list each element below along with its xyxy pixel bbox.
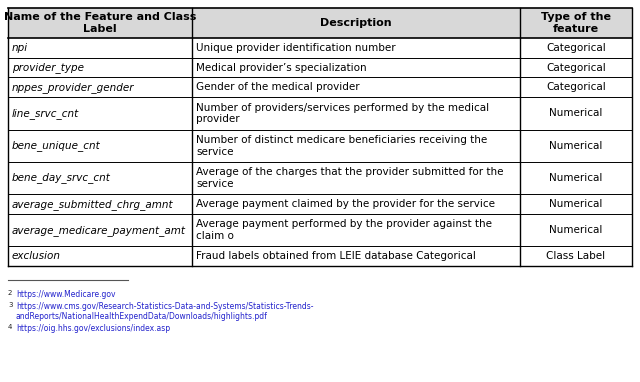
- Text: Gender of the medical provider: Gender of the medical provider: [196, 83, 360, 92]
- Text: Categorical: Categorical: [546, 83, 605, 92]
- Text: https://www.Medicare.gov: https://www.Medicare.gov: [16, 290, 115, 299]
- Text: Number of distinct medicare beneficiaries receiving the
service: Number of distinct medicare beneficiarie…: [196, 135, 487, 157]
- Text: 3: 3: [8, 302, 13, 308]
- Text: Categorical: Categorical: [546, 63, 605, 73]
- Text: average_medicare_payment_amt: average_medicare_payment_amt: [12, 225, 186, 236]
- Text: bene_unique_cnt: bene_unique_cnt: [12, 140, 100, 151]
- Text: Average payment claimed by the provider for the service: Average payment claimed by the provider …: [196, 199, 495, 209]
- Text: Description: Description: [320, 18, 392, 28]
- Text: Numerical: Numerical: [549, 225, 602, 235]
- Text: Medical provider’s specialization: Medical provider’s specialization: [196, 63, 367, 73]
- Text: Average payment performed by the provider against the
claim o: Average payment performed by the provide…: [196, 219, 492, 241]
- Text: Numerical: Numerical: [549, 199, 602, 209]
- Text: provider_type: provider_type: [12, 62, 84, 73]
- Text: 4: 4: [8, 324, 12, 330]
- Text: Numerical: Numerical: [549, 108, 602, 118]
- Text: Numerical: Numerical: [549, 141, 602, 151]
- Text: https://www.cms.gov/Research-Statistics-Data-and-Systems/Statistics-Trends-
andR: https://www.cms.gov/Research-Statistics-…: [16, 302, 314, 321]
- Text: Class Label: Class Label: [547, 251, 605, 261]
- Text: Categorical: Categorical: [546, 43, 605, 53]
- Text: line_srvc_cnt: line_srvc_cnt: [12, 108, 79, 119]
- Text: 2: 2: [8, 290, 12, 296]
- Text: average_submitted_chrg_amnt: average_submitted_chrg_amnt: [12, 199, 173, 209]
- Text: https://oig.hhs.gov/exclusions/index.asp: https://oig.hhs.gov/exclusions/index.asp: [16, 324, 170, 333]
- Bar: [8, 8, 632, 38]
- Text: Type of the
feature: Type of the feature: [541, 12, 611, 34]
- Text: Number of providers/services performed by the medical
provider: Number of providers/services performed b…: [196, 103, 489, 124]
- Text: Unique provider identification number: Unique provider identification number: [196, 43, 396, 53]
- Text: bene_day_srvc_cnt: bene_day_srvc_cnt: [12, 173, 111, 183]
- Text: Average of the charges that the provider submitted for the
service: Average of the charges that the provider…: [196, 167, 504, 189]
- Text: Numerical: Numerical: [549, 173, 602, 183]
- Text: Name of the Feature and Class
Label: Name of the Feature and Class Label: [4, 12, 196, 34]
- Text: Fraud labels obtained from LEIE database Categorical: Fraud labels obtained from LEIE database…: [196, 251, 476, 261]
- Text: nppes_provider_gender: nppes_provider_gender: [12, 82, 134, 93]
- Text: npi: npi: [12, 43, 28, 53]
- Text: exclusion: exclusion: [12, 251, 61, 261]
